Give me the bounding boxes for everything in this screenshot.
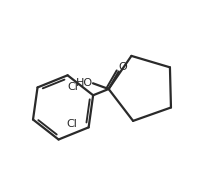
Text: Cl: Cl	[67, 119, 77, 129]
Text: O: O	[119, 62, 128, 72]
Text: Cl: Cl	[67, 82, 78, 92]
Text: HO: HO	[76, 78, 93, 88]
